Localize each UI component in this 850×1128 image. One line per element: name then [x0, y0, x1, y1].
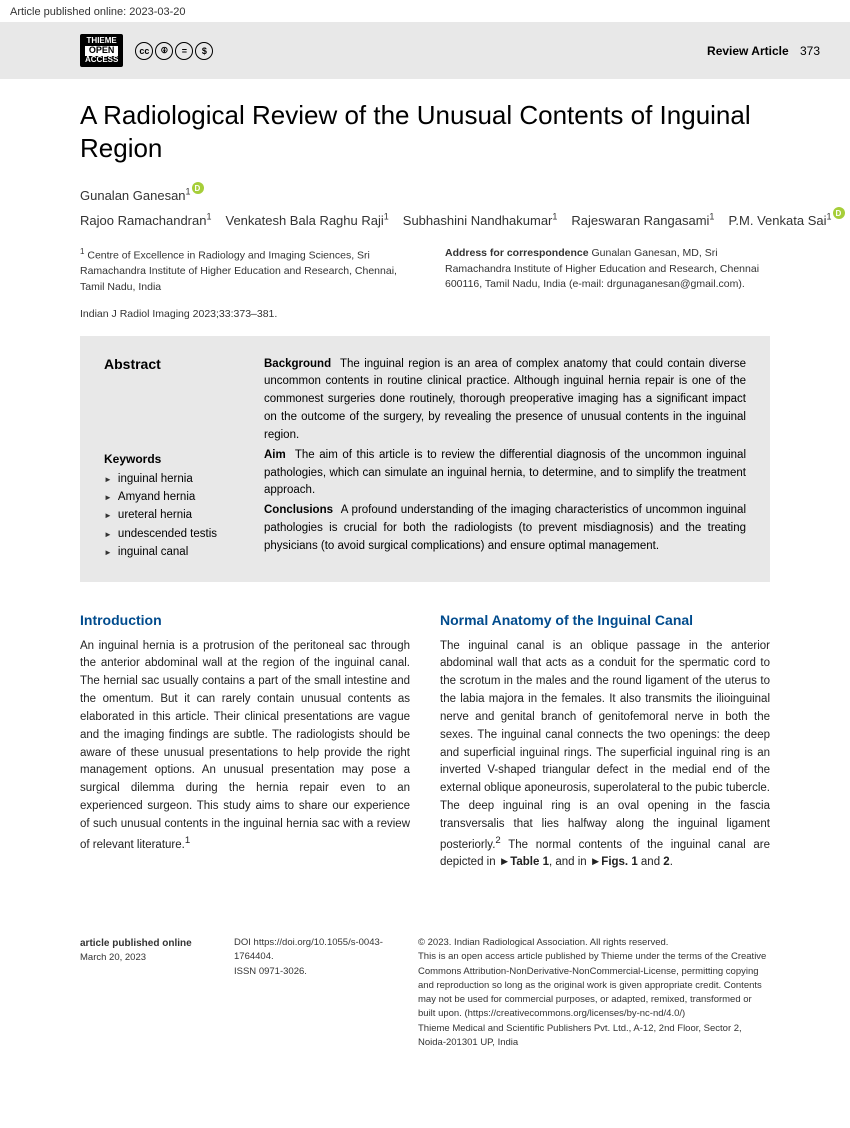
header-left: THIEME OPEN ACCESS cc 🅯 = $	[80, 34, 213, 67]
author: Subhashini Nandhakumar1	[403, 213, 558, 228]
introduction-text: An inguinal hernia is a protrusion of th…	[80, 640, 410, 851]
abstract-body: Background The inguinal region is an are…	[264, 356, 746, 562]
introduction-heading: Introduction	[80, 612, 410, 628]
authors-list: Gunalan Ganesan1 Rajoo Ramachandran1 Venka…	[80, 182, 770, 231]
author: Rajeswaran Rangasami1	[571, 213, 714, 228]
and-text: , and in	[549, 856, 590, 868]
badge-bot: ACCESS	[85, 55, 118, 64]
open-access-badge: THIEME OPEN ACCESS	[80, 34, 123, 67]
abstract-background: The inguinal region is an area of comple…	[264, 358, 746, 441]
introduction-column: Introduction An inguinal hernia is a pro…	[80, 612, 410, 872]
publication-date-banner: Article published online: 2023-03-20	[0, 0, 850, 22]
abstract-sidebar: Abstract Keywords inguinal herniaAmyand …	[104, 356, 234, 562]
keyword-item: Amyand hernia	[104, 488, 234, 506]
copyright-text: © 2023. Indian Radiological Association.…	[418, 937, 668, 948]
period: .	[670, 856, 673, 868]
footer: article published online March 20, 2023 …	[0, 922, 850, 1080]
cc-license-icons: cc 🅯 = $	[135, 42, 213, 60]
footer-license: © 2023. Indian Radiological Association.…	[418, 936, 770, 1050]
author: Venkatesh Bala Raghu Raji1	[225, 213, 388, 228]
pub-date-value: March 20, 2023	[80, 952, 146, 963]
author: P.M. Venkata Sai1	[728, 213, 844, 228]
header-right: Review Article 373	[707, 44, 820, 58]
keyword-item: ureteral hernia	[104, 506, 234, 524]
main-content: A Radiological Review of the Unusual Con…	[0, 79, 850, 892]
anatomy-text: The inguinal canal is an oblique passage…	[440, 640, 770, 851]
doi-label: DOI	[234, 937, 251, 948]
body-columns: Introduction An inguinal hernia is a pro…	[80, 612, 770, 872]
orcid-icon[interactable]	[192, 182, 204, 194]
keywords-title: Keywords	[104, 452, 234, 466]
anatomy-column: Normal Anatomy of the Inguinal Canal The…	[440, 612, 770, 872]
publisher-text: Thieme Medical and Scientific Publishers…	[418, 1023, 742, 1048]
figs-ref[interactable]: ►Figs. 1	[590, 856, 638, 868]
author: Gunalan Ganesan1	[80, 188, 204, 203]
anatomy-heading: Normal Anatomy of the Inguinal Canal	[440, 612, 770, 628]
article-title: A Radiological Review of the Unusual Con…	[80, 99, 770, 164]
correspondence: Address for correspondence Gunalan Ganes…	[445, 246, 770, 296]
keyword-item: undescended testis	[104, 525, 234, 543]
orcid-icon[interactable]	[833, 207, 845, 219]
footer-doi: DOI https://doi.org/10.1055/s-0043-17644…	[234, 936, 394, 1050]
keyword-item: inguinal canal	[104, 543, 234, 561]
header-bar: THIEME OPEN ACCESS cc 🅯 = $ Review Artic…	[0, 22, 850, 79]
abstract-aim: The aim of this article is to review the…	[264, 449, 746, 497]
badge-top: THIEME	[87, 36, 117, 45]
article-type: Review Article	[707, 44, 789, 58]
affiliation-text: Centre of Excellence in Radiology and Im…	[80, 249, 397, 293]
citation: Indian J Radiol Imaging 2023;33:373–381.	[80, 308, 770, 320]
and2-text: and	[638, 856, 664, 868]
footer-pub-date: article published online March 20, 2023	[80, 936, 210, 1050]
abstract-heading: Abstract	[104, 356, 234, 372]
doi-value[interactable]: https://doi.org/10.1055/s-0043-1764404.	[234, 937, 383, 962]
keywords-list: inguinal herniaAmyand herniaureteral her…	[104, 470, 234, 562]
pub-label: article published online	[80, 938, 192, 949]
cc-icon: cc	[135, 42, 153, 60]
issn-label: ISSN	[234, 966, 256, 977]
nc-icon: $	[195, 42, 213, 60]
by-icon: 🅯	[155, 42, 173, 60]
license-text: This is an open access article published…	[418, 951, 766, 1019]
table-1-ref[interactable]: ►Table 1	[499, 856, 549, 868]
nd-icon: =	[175, 42, 193, 60]
abstract-conclusions: A profound understanding of the imaging …	[264, 504, 746, 552]
page-number: 373	[800, 44, 820, 58]
affiliation-row: 1 Centre of Excellence in Radiology and …	[80, 246, 770, 296]
affiliation: 1 Centre of Excellence in Radiology and …	[80, 246, 405, 296]
abstract-box: Abstract Keywords inguinal herniaAmyand …	[80, 336, 770, 582]
keyword-item: inguinal hernia	[104, 470, 234, 488]
author: Rajoo Ramachandran1	[80, 213, 211, 228]
issn-value: 0971-3026.	[259, 966, 307, 977]
